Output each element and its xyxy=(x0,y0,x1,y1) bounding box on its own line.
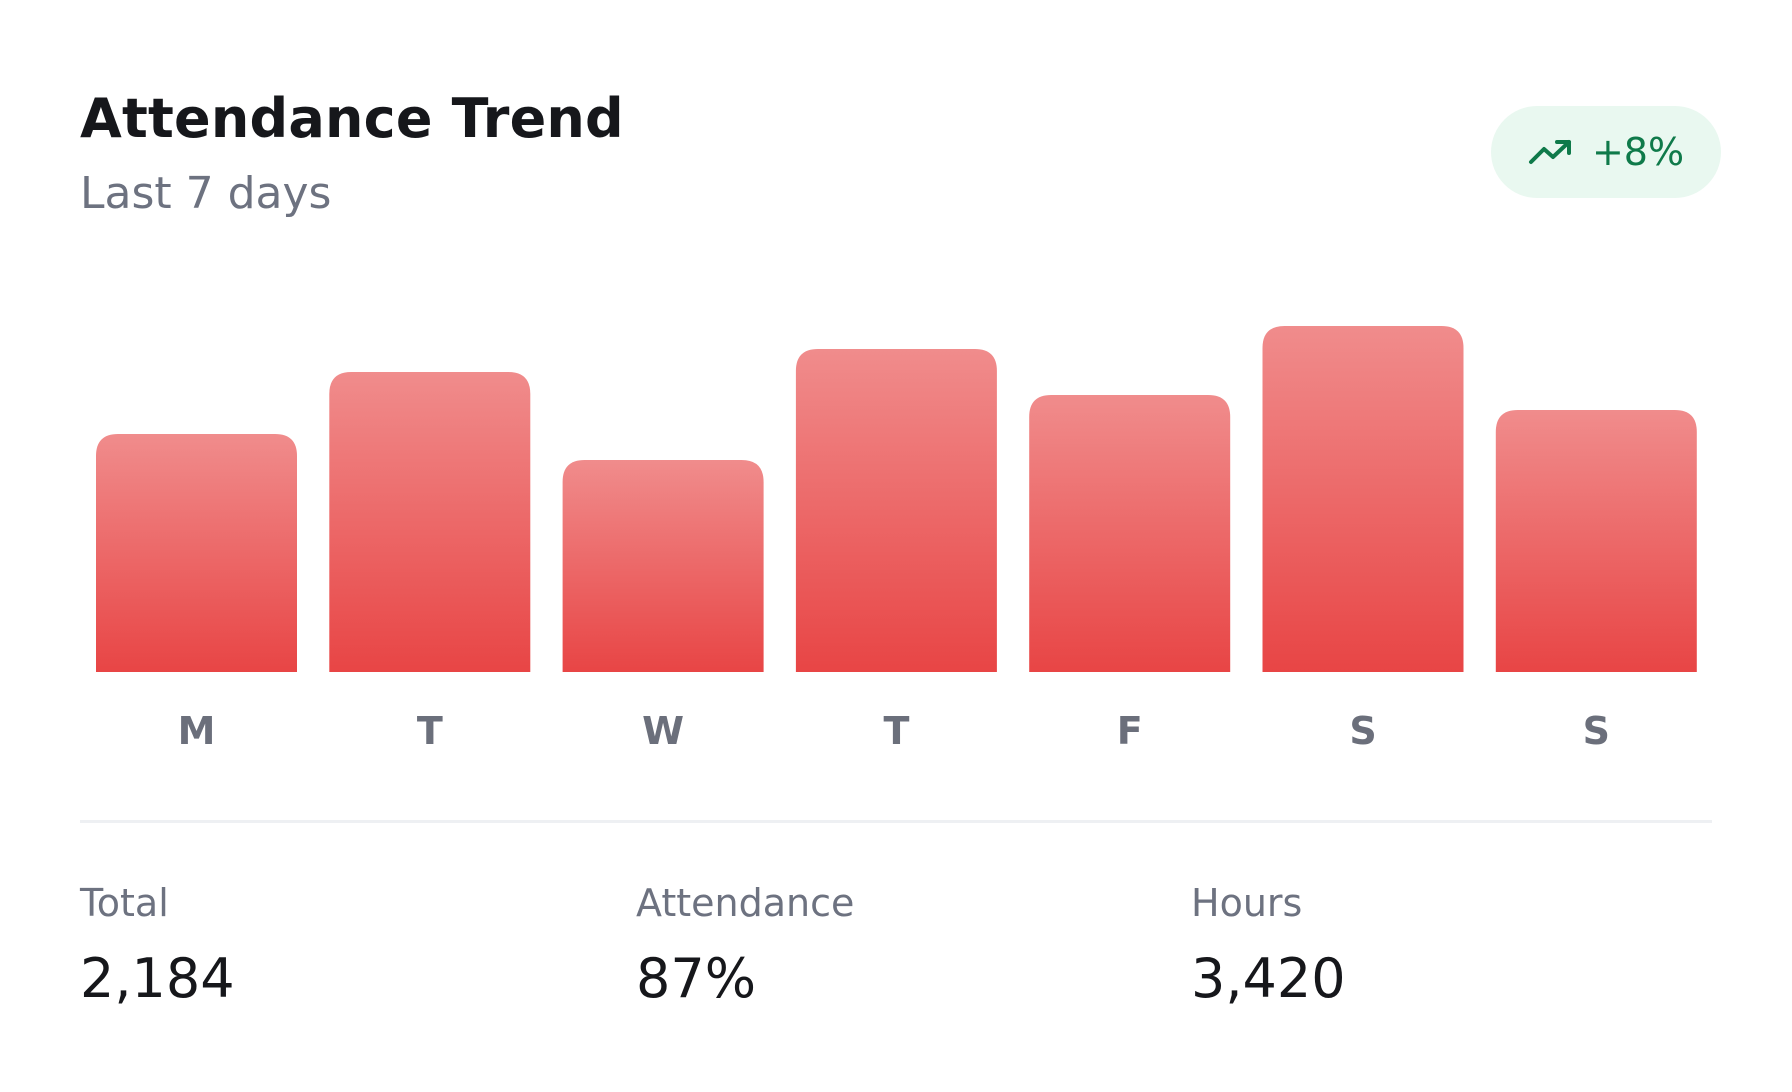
divider xyxy=(80,820,1712,823)
bar-0 xyxy=(96,434,297,672)
bar-1 xyxy=(329,372,531,672)
bar-5 xyxy=(1262,326,1464,672)
trending-up-icon xyxy=(1528,140,1571,164)
x-tick-label-2: W xyxy=(642,709,684,753)
stat-hours: Hours 3,420 xyxy=(1191,884,1346,1006)
x-tick-label-4: F xyxy=(1117,709,1143,753)
x-tick-label-0: M xyxy=(178,709,216,753)
trend-badge: +8% xyxy=(1491,106,1721,198)
card-title: Attendance Trend xyxy=(80,87,624,150)
stat-hours-value: 3,420 xyxy=(1191,947,1346,1010)
stat-total-value: 2,184 xyxy=(80,947,235,1010)
stat-total: Total 2,184 xyxy=(80,884,235,1006)
card-subtitle: Last 7 days xyxy=(80,168,332,219)
bar-4 xyxy=(1029,395,1231,672)
bar-3 xyxy=(795,349,997,672)
x-tick-label-1: T xyxy=(417,709,443,753)
stat-attendance: Attendance 87% xyxy=(636,884,854,1006)
bar-6 xyxy=(1495,410,1697,672)
bar-2 xyxy=(562,460,764,672)
stat-attendance-label: Attendance xyxy=(636,881,855,925)
stat-hours-label: Hours xyxy=(1191,881,1303,925)
x-tick-label-5: S xyxy=(1349,709,1376,753)
stat-attendance-value: 87% xyxy=(636,947,757,1010)
trend-value: +8% xyxy=(1591,130,1685,174)
x-tick-label-3: T xyxy=(883,709,909,753)
stat-total-label: Total xyxy=(80,881,169,925)
x-tick-label-6: S xyxy=(1583,709,1610,753)
